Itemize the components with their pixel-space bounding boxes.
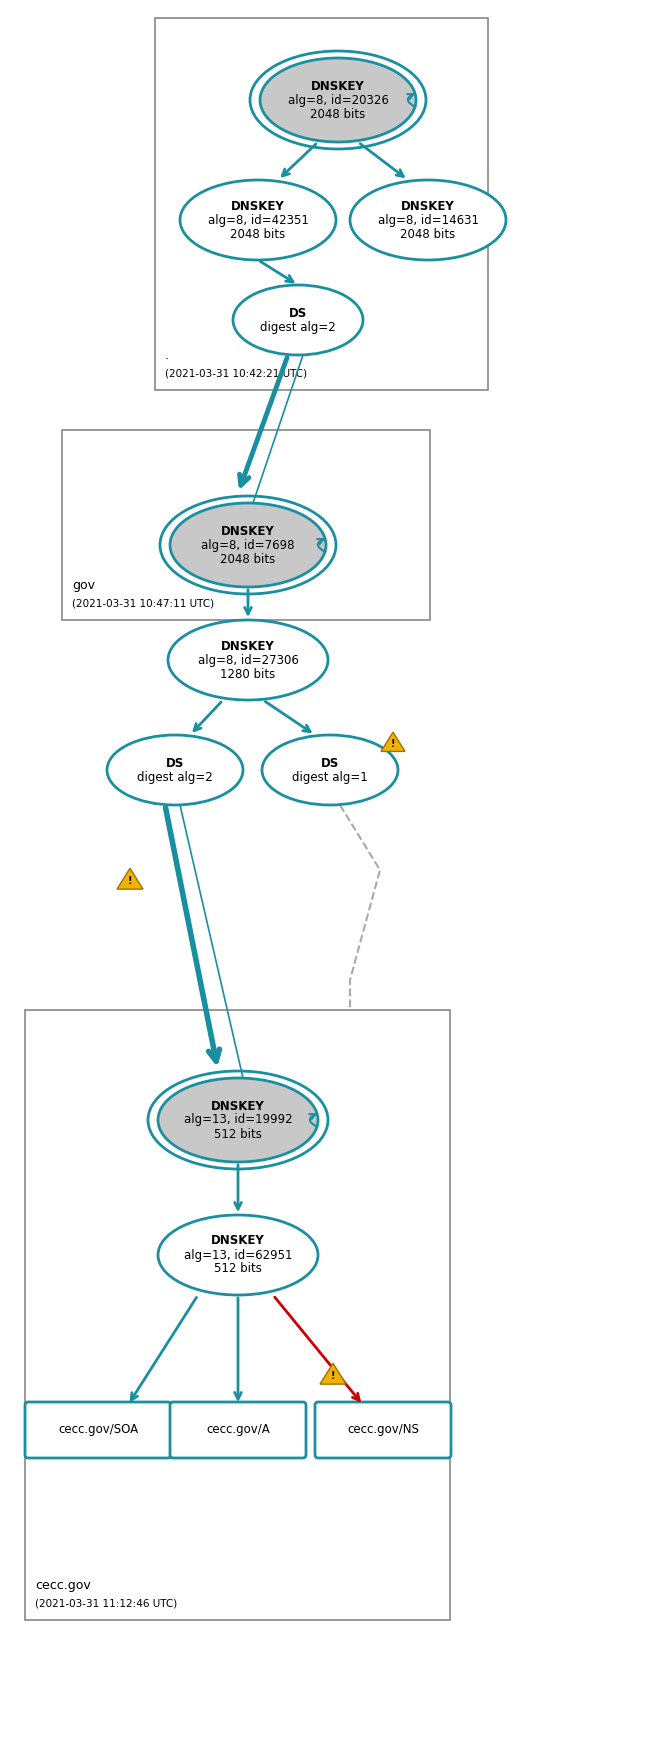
Text: 512 bits: 512 bits <box>214 1263 262 1275</box>
Text: 2048 bits: 2048 bits <box>231 228 286 240</box>
Text: DS: DS <box>166 756 184 770</box>
Text: (2021-03-31 11:12:46 UTC): (2021-03-31 11:12:46 UTC) <box>35 1597 178 1608</box>
Ellipse shape <box>350 179 506 260</box>
Text: alg=13, id=19992: alg=13, id=19992 <box>183 1113 292 1127</box>
Text: alg=8, id=7698: alg=8, id=7698 <box>201 538 295 552</box>
Text: (2021-03-31 10:42:21 UTC): (2021-03-31 10:42:21 UTC) <box>165 368 307 378</box>
Polygon shape <box>381 732 405 751</box>
Text: .: . <box>165 348 169 362</box>
Text: DNSKEY: DNSKEY <box>221 524 275 538</box>
Text: DNSKEY: DNSKEY <box>311 80 365 92</box>
Text: DNSKEY: DNSKEY <box>211 1099 265 1113</box>
Text: gov: gov <box>72 578 95 592</box>
FancyBboxPatch shape <box>170 1402 306 1458</box>
Text: alg=8, id=20326: alg=8, id=20326 <box>288 94 388 106</box>
Ellipse shape <box>107 735 243 805</box>
Text: cecc.gov: cecc.gov <box>35 1578 91 1592</box>
Text: alg=8, id=14631: alg=8, id=14631 <box>377 214 479 226</box>
FancyBboxPatch shape <box>25 1402 171 1458</box>
Text: cecc.gov/SOA: cecc.gov/SOA <box>58 1423 138 1437</box>
Text: alg=8, id=42351: alg=8, id=42351 <box>208 214 309 226</box>
Text: DNSKEY: DNSKEY <box>401 200 455 213</box>
Polygon shape <box>320 1364 346 1385</box>
Ellipse shape <box>260 57 416 143</box>
Text: 512 bits: 512 bits <box>214 1127 262 1141</box>
Text: !: ! <box>128 876 132 887</box>
Ellipse shape <box>170 503 326 587</box>
Ellipse shape <box>262 735 398 805</box>
Ellipse shape <box>233 286 363 355</box>
Ellipse shape <box>158 1214 318 1294</box>
Text: 2048 bits: 2048 bits <box>220 552 276 566</box>
FancyBboxPatch shape <box>155 17 488 390</box>
Text: digest alg=2: digest alg=2 <box>137 770 213 784</box>
Ellipse shape <box>180 179 336 260</box>
Text: alg=13, id=62951: alg=13, id=62951 <box>184 1249 292 1261</box>
Text: digest alg=2: digest alg=2 <box>260 321 336 333</box>
FancyBboxPatch shape <box>25 1010 450 1620</box>
Text: (2021-03-31 10:47:11 UTC): (2021-03-31 10:47:11 UTC) <box>72 598 214 608</box>
Text: digest alg=1: digest alg=1 <box>292 770 368 784</box>
Text: DS: DS <box>321 756 339 770</box>
Text: 2048 bits: 2048 bits <box>310 108 365 120</box>
Text: 2048 bits: 2048 bits <box>400 228 456 240</box>
FancyBboxPatch shape <box>315 1402 451 1458</box>
Text: alg=8, id=27306: alg=8, id=27306 <box>198 653 299 667</box>
Text: !: ! <box>391 739 395 749</box>
Ellipse shape <box>168 620 328 700</box>
Text: 1280 bits: 1280 bits <box>220 667 276 681</box>
Ellipse shape <box>158 1078 318 1162</box>
FancyBboxPatch shape <box>62 430 430 620</box>
Text: DS: DS <box>289 307 307 319</box>
Polygon shape <box>117 868 143 888</box>
Text: DNSKEY: DNSKEY <box>211 1235 265 1247</box>
Text: DNSKEY: DNSKEY <box>221 639 275 653</box>
Text: !: ! <box>331 1371 335 1381</box>
Text: cecc.gov/NS: cecc.gov/NS <box>347 1423 419 1437</box>
Text: DNSKEY: DNSKEY <box>231 200 285 213</box>
Text: cecc.gov/A: cecc.gov/A <box>206 1423 270 1437</box>
